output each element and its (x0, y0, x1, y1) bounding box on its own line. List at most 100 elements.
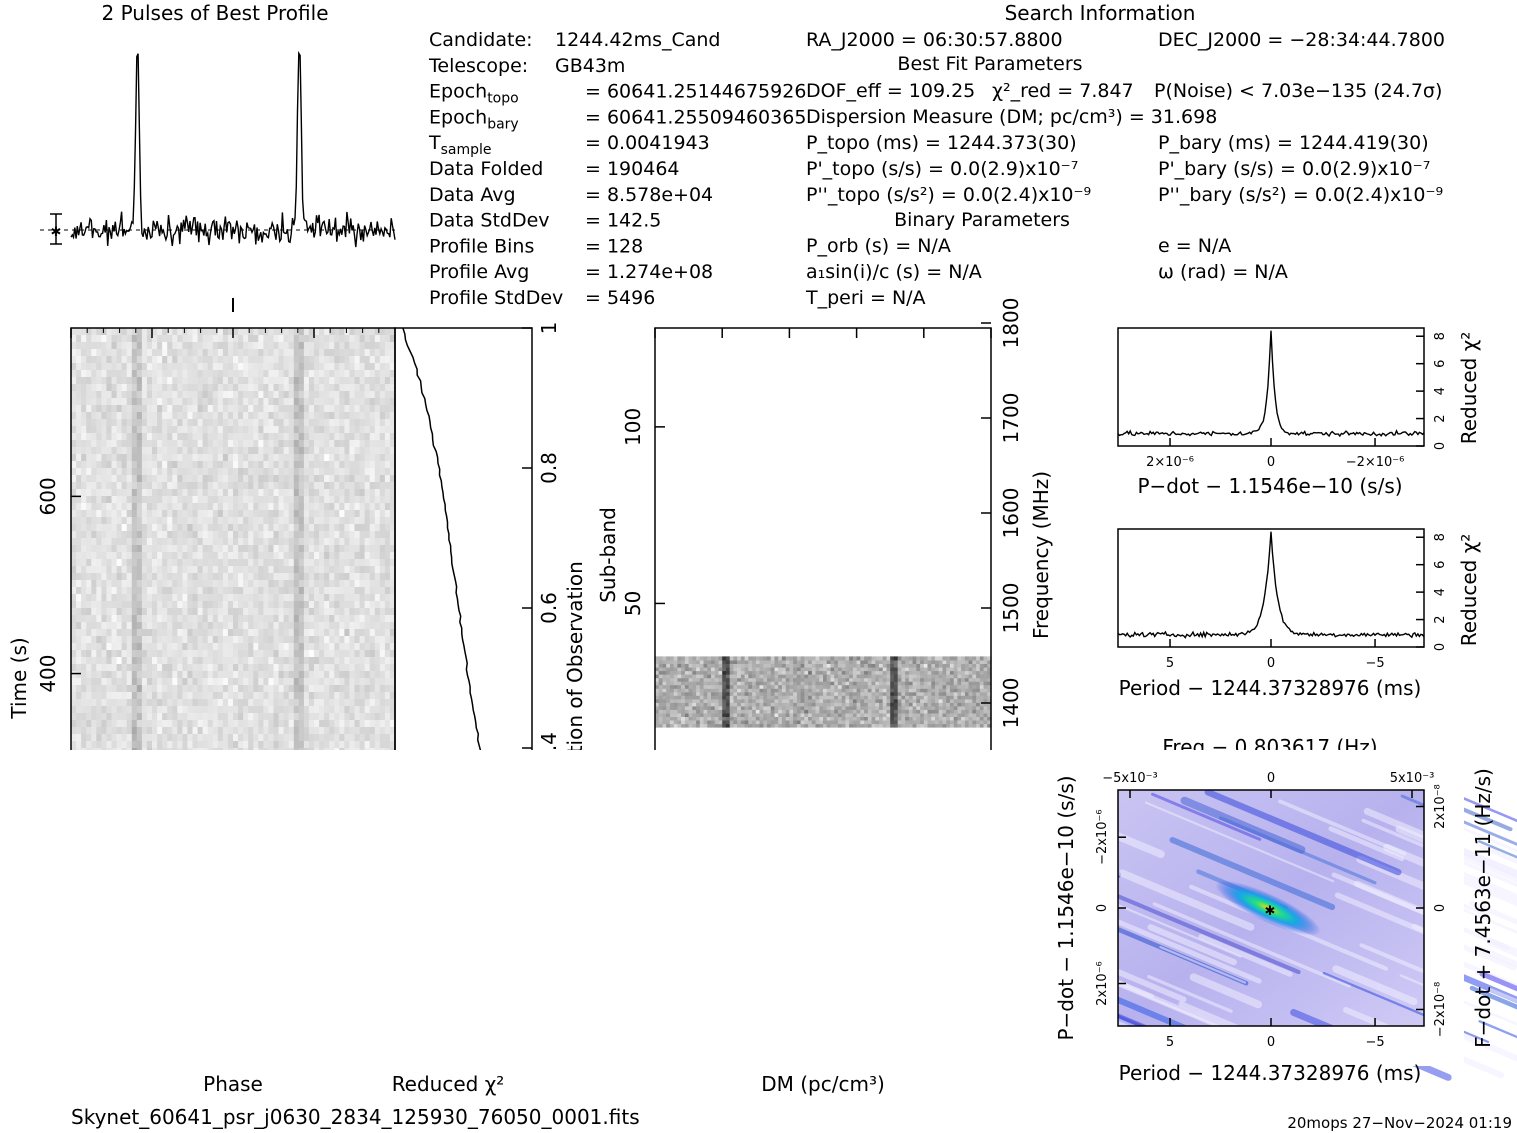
heatmap-cell (192, 538, 199, 546)
heatmap-cell (314, 510, 320, 518)
heatmap-cell (359, 503, 366, 511)
heatmap-cell (314, 692, 320, 700)
heatmap-cell (101, 692, 108, 700)
heatmap-cell (248, 587, 254, 595)
heatmap-cell (389, 433, 396, 441)
heatmap-cell (303, 503, 310, 511)
heatmap-cell (116, 475, 123, 483)
heatmap-cell (126, 552, 133, 560)
heatmap-cell (329, 475, 335, 483)
heatmap-cell (349, 531, 356, 539)
heatmap-cell (136, 468, 143, 476)
heatmap-cell (273, 503, 280, 511)
heatmap-cell (258, 615, 264, 623)
heatmap-cell (217, 398, 224, 406)
heatmap-cell (344, 412, 351, 420)
heatmap-cell (86, 349, 92, 357)
heatmap-cell (379, 538, 386, 546)
heatmap-cell (101, 545, 108, 553)
heatmap-cell (101, 510, 108, 518)
heatmap-cell (384, 734, 391, 742)
heatmap-cell (172, 552, 178, 560)
heatmap-cell (248, 510, 254, 518)
heatmap-cell (101, 706, 108, 714)
heatmap-cell (136, 412, 143, 420)
heatmap-cell (136, 678, 143, 686)
heatmap-cell (293, 629, 300, 637)
heatmap-cell (374, 440, 381, 448)
heatmap-cell (152, 440, 158, 448)
heatmap-cell (379, 363, 386, 371)
heatmap-cell (384, 524, 391, 532)
heatmap-cell (217, 538, 224, 546)
heatmap-cell (121, 657, 128, 665)
heatmap-cell (288, 706, 295, 714)
heatmap-cell (157, 678, 163, 686)
heatmap-cell (96, 685, 102, 693)
info-label: Epochbary (429, 106, 519, 132)
heatmap-cell (101, 356, 108, 364)
heatmap-cell (126, 468, 133, 476)
heatmap-cell (182, 426, 189, 434)
heatmap-cell (303, 636, 310, 644)
heatmap-cell (202, 678, 209, 686)
heatmap-cell (71, 440, 77, 448)
heatmap-cell (319, 475, 325, 483)
heatmap-cell (288, 643, 295, 651)
heatmap-cell (111, 587, 118, 595)
omega-value: ω (rad) = N/A (1158, 261, 1288, 283)
heatmap-cell (202, 447, 209, 455)
heatmap-cell (268, 503, 275, 511)
heatmap-cell (389, 412, 396, 420)
heatmap-cell (329, 433, 335, 441)
heatmap-cell (202, 734, 209, 742)
heatmap-cell (268, 622, 275, 630)
heatmap-cell (253, 517, 259, 525)
heatmap-cell (101, 440, 108, 448)
heatmap-cell (121, 510, 128, 518)
heatmap-cell (96, 545, 102, 553)
heatmap-cell (303, 349, 310, 357)
heatmap-cell (389, 510, 396, 518)
heatmap-cell (187, 699, 194, 707)
heatmap-cell (364, 356, 371, 364)
heatmap-cell (86, 587, 92, 595)
heatmap-cell (273, 587, 280, 595)
heatmap-cell (101, 461, 108, 469)
heatmap-cell (349, 734, 356, 742)
heatmap-cell (329, 503, 335, 511)
heatmap-cell (258, 328, 264, 336)
heatmap-cell (379, 426, 386, 434)
heatmap-cell (222, 643, 229, 651)
heatmap-cell (253, 370, 259, 378)
heatmap-cell (126, 650, 133, 658)
heatmap-cell (308, 349, 315, 357)
heatmap-cell (212, 685, 219, 693)
heatmap-cell (192, 454, 199, 462)
heatmap-cell (192, 356, 199, 364)
heatmap-cell (81, 608, 87, 616)
heatmap-cell (359, 475, 366, 483)
ra-value: RA_J2000 = 06:30:57.8800 (806, 29, 1063, 51)
heatmap-cell (319, 678, 325, 686)
heatmap-cell (248, 363, 254, 371)
heatmap-cell (101, 587, 108, 595)
heatmap-cell (182, 580, 189, 588)
heatmap-cell (334, 440, 340, 448)
heatmap-cell (101, 412, 108, 420)
heatmap-cell (126, 342, 133, 350)
heatmap-cell (136, 363, 143, 371)
heatmap-cell (298, 538, 305, 546)
heatmap-cell (354, 671, 361, 679)
heatmap-cell (172, 580, 178, 588)
heatmap-cell (384, 552, 391, 560)
heatmap-cell (76, 664, 82, 672)
heatmap-cell (202, 643, 209, 651)
heatmap-cell (81, 580, 87, 588)
heatmap-cell (136, 734, 143, 742)
heatmap-cell (212, 636, 219, 644)
heatmap-cell (197, 685, 204, 693)
heatmap-cell (238, 384, 244, 392)
heatmap-cell (278, 587, 285, 595)
heatmap-cell (187, 608, 194, 616)
